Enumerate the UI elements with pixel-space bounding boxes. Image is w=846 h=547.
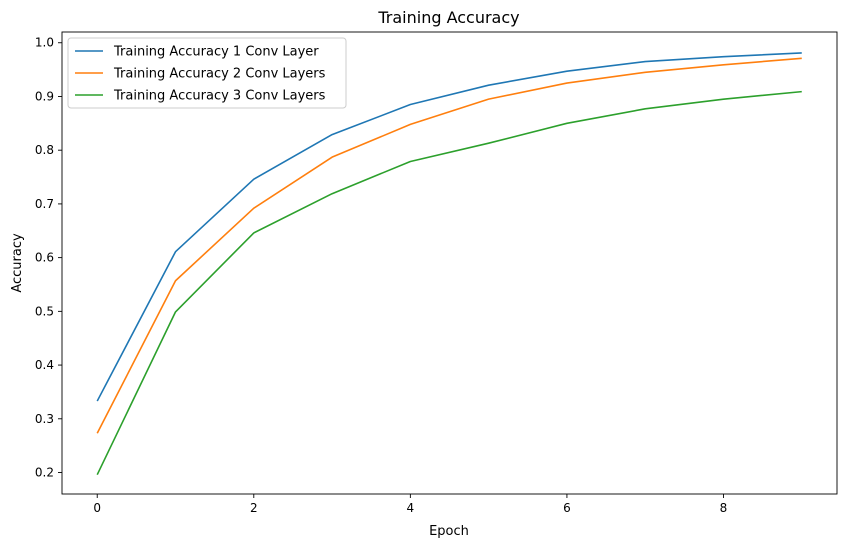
y-tick-label: 0.9 bbox=[35, 89, 54, 103]
y-tick-label: 0.4 bbox=[35, 358, 54, 372]
y-tick-label: 0.6 bbox=[35, 251, 54, 265]
legend-box bbox=[67, 37, 347, 109]
y-axis-label: Accuracy bbox=[10, 233, 25, 293]
series-line-1 bbox=[96, 52, 802, 402]
x-tick-label: 8 bbox=[720, 501, 728, 515]
x-tick-label: 2 bbox=[250, 501, 258, 515]
plot-frame bbox=[61, 31, 838, 495]
x-tick-label: 4 bbox=[407, 501, 415, 515]
y-tick-label: 0.8 bbox=[35, 143, 54, 157]
plot-area bbox=[62, 32, 837, 494]
legend-label-2: Training Accuracy 2 Conv Layers bbox=[113, 67, 326, 82]
axis-ticks: 0 2 4 6 8 0.2 0.3 0.4 0.5 0.6 0.7 0.8 0.9 1.0 bbox=[35, 36, 727, 515]
legend-label-3: Training Accuracy 3 Conv Layers bbox=[113, 89, 326, 104]
y-tick-label: 0.5 bbox=[35, 304, 54, 318]
y-tick-label: 0.7 bbox=[35, 197, 54, 211]
legend: Training Accuracy 1 Conv Layer Training A… bbox=[67, 37, 347, 109]
chart-title: Training Accuracy bbox=[377, 8, 519, 27]
y-tick-label: 1.0 bbox=[35, 36, 54, 50]
series-line-2 bbox=[96, 57, 802, 434]
x-tick-label: 0 bbox=[93, 501, 101, 515]
y-tick-label: 0.2 bbox=[35, 466, 54, 480]
legend-label-1: Training Accuracy 1 Conv Layer bbox=[113, 45, 319, 60]
series-lines bbox=[96, 52, 802, 476]
x-tick-label: 6 bbox=[563, 501, 571, 515]
y-tick-label: 0.3 bbox=[35, 412, 54, 426]
series-line-3 bbox=[96, 90, 802, 476]
x-axis-label: Epoch bbox=[429, 524, 469, 539]
